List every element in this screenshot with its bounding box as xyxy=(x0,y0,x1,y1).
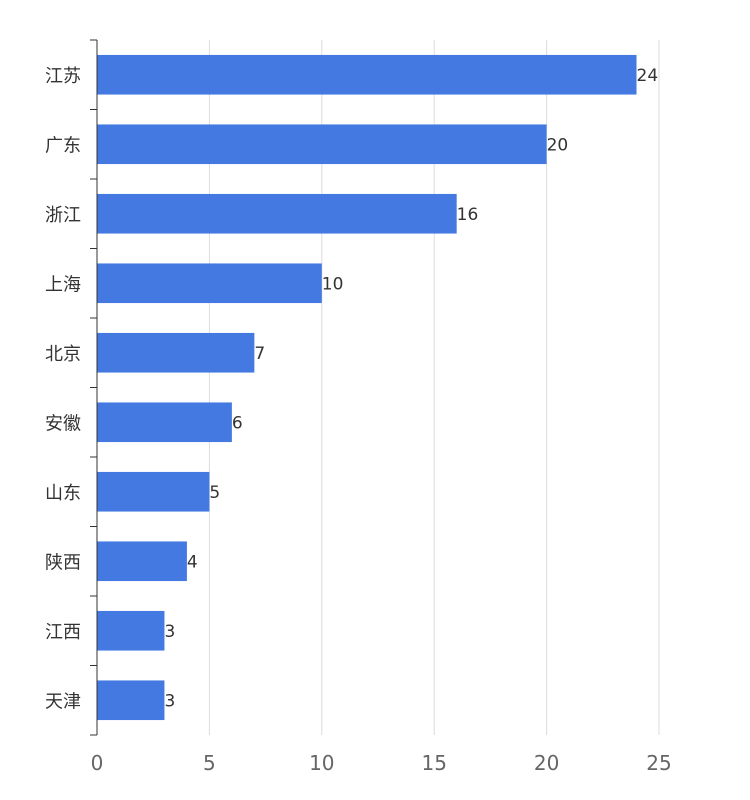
bar xyxy=(97,263,322,304)
bar xyxy=(97,124,547,165)
x-tick-label: 10 xyxy=(309,751,334,775)
x-tick-label: 0 xyxy=(91,751,104,775)
data-label: 3 xyxy=(164,691,175,711)
data-label: 24 xyxy=(637,66,659,86)
bar xyxy=(97,610,165,651)
bars xyxy=(97,54,637,721)
x-tick-label: 20 xyxy=(534,751,559,775)
category-label: 安徽 xyxy=(45,413,81,434)
category-label: 广东 xyxy=(45,135,81,156)
category-label: 江苏 xyxy=(45,66,81,87)
category-label: 天津 xyxy=(45,691,81,712)
category-label: 山东 xyxy=(45,483,81,504)
bar xyxy=(97,402,232,443)
category-label: 上海 xyxy=(45,274,81,295)
bar xyxy=(97,332,255,373)
x-tick-label: 5 xyxy=(203,751,216,775)
category-label: 北京 xyxy=(45,344,81,365)
x-tick-label: 25 xyxy=(646,751,671,775)
category-label: 浙江 xyxy=(45,205,81,226)
bar xyxy=(97,193,457,234)
value-labels: 24 20 16 10 7 6 5 4 3 3 xyxy=(164,66,658,712)
bar xyxy=(97,471,210,512)
data-label: 5 xyxy=(209,483,220,503)
data-label: 10 xyxy=(322,274,344,294)
data-label: 6 xyxy=(232,413,243,433)
category-label: 陕西 xyxy=(45,552,81,573)
category-label: 江西 xyxy=(45,622,81,643)
bar xyxy=(97,680,165,721)
bar xyxy=(97,541,187,582)
data-label: 3 xyxy=(164,622,175,642)
x-tick-label: 15 xyxy=(421,751,446,775)
data-label: 7 xyxy=(254,344,265,364)
data-label: 20 xyxy=(547,135,569,155)
data-label: 16 xyxy=(457,205,479,225)
data-label: 4 xyxy=(187,552,198,572)
bar xyxy=(97,54,637,95)
